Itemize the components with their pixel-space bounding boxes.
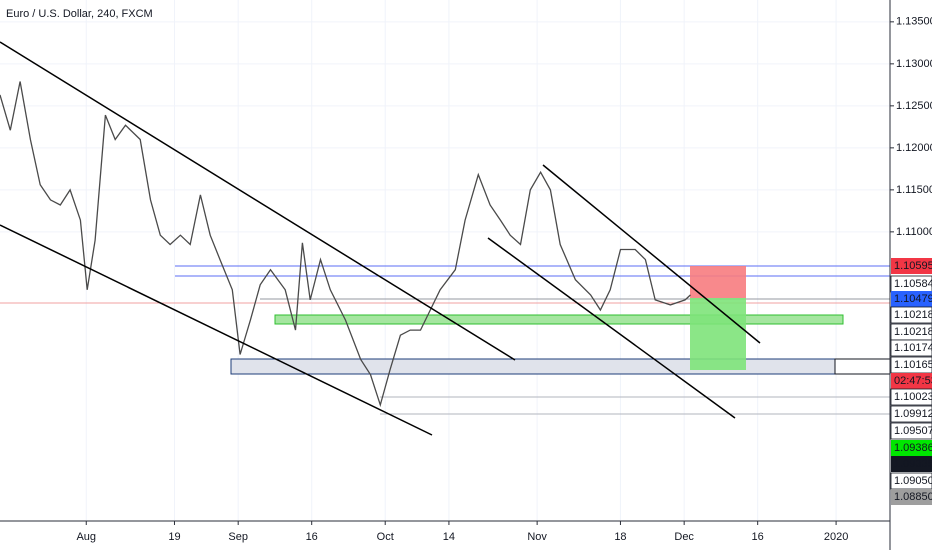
axes: 1.13500 1.13000 1.12500 1.12000 1.11500 1.110…: [76, 16, 932, 543]
x-tick-label: Aug: [76, 531, 96, 543]
price-label: 1.10218: [894, 309, 932, 321]
series: [0, 81, 691, 408]
target-zone: [690, 298, 746, 370]
chart-title: Euro / U.S. Dollar, 240, FXCM: [6, 8, 153, 20]
price-label-bg: [890, 388, 932, 406]
price-label: 1.09335: [894, 458, 932, 470]
x-tick-label: Dec: [674, 531, 694, 543]
price-label: 1.09386: [894, 442, 932, 454]
x-tick-label: 19: [168, 531, 180, 543]
zone-extension: [834, 358, 891, 375]
price-label-bg: [890, 405, 932, 423]
price-label: 1.10218: [894, 326, 932, 338]
price-label: 1.10479: [894, 293, 932, 305]
price-label-bg: [891, 373, 932, 389]
trend-line: [0, 41, 516, 361]
price-label-bg: [891, 258, 932, 274]
x-tick-label: Nov: [527, 531, 547, 543]
price-label-bg: [891, 440, 932, 456]
x-tick-label: 16: [306, 531, 318, 543]
trend-line: [487, 237, 736, 419]
y-tick-label: 1.12000: [896, 142, 932, 154]
y-tick-label: 1.13000: [896, 58, 932, 70]
price-label: 1.08850: [894, 491, 932, 503]
price-label: 1.10584: [894, 278, 932, 290]
price-label: 1.09507: [894, 425, 932, 437]
price-label-bg: [891, 489, 932, 505]
price-label: 1.09912: [894, 408, 932, 420]
price-label: 1.10595: [894, 260, 932, 272]
x-tick-label: 14: [443, 531, 455, 543]
y-tick-label: 1.13500: [896, 16, 932, 28]
x-tick-label: 2020: [824, 531, 848, 543]
y-tick-label: 1.11500: [896, 184, 932, 196]
x-tick-label: Sep: [228, 531, 248, 543]
price-label-bg: [890, 339, 932, 357]
trend-line: [542, 164, 761, 344]
price-label: 02:47:53: [894, 375, 932, 387]
price-label-bg: [890, 306, 932, 324]
price-label-bg: [891, 291, 932, 307]
y-tick-label: 1.11000: [896, 226, 932, 238]
price-label: 1.10023: [894, 391, 932, 403]
trend-line: [0, 224, 433, 436]
price-label-bg: [890, 422, 932, 440]
x-tick-label: 16: [752, 531, 764, 543]
price-label: 1.09050: [894, 475, 932, 487]
price-label-bg: [891, 456, 932, 472]
grid: [0, 0, 890, 520]
price-line: [0, 81, 691, 408]
x-tick-label: 18: [614, 531, 626, 543]
x-tick-label: Oct: [377, 531, 394, 543]
y-tick-label: 1.12500: [896, 100, 932, 112]
price-label: 1.10174: [894, 342, 932, 354]
price-label: 1.10165: [894, 359, 932, 371]
support-zone: [274, 314, 844, 325]
